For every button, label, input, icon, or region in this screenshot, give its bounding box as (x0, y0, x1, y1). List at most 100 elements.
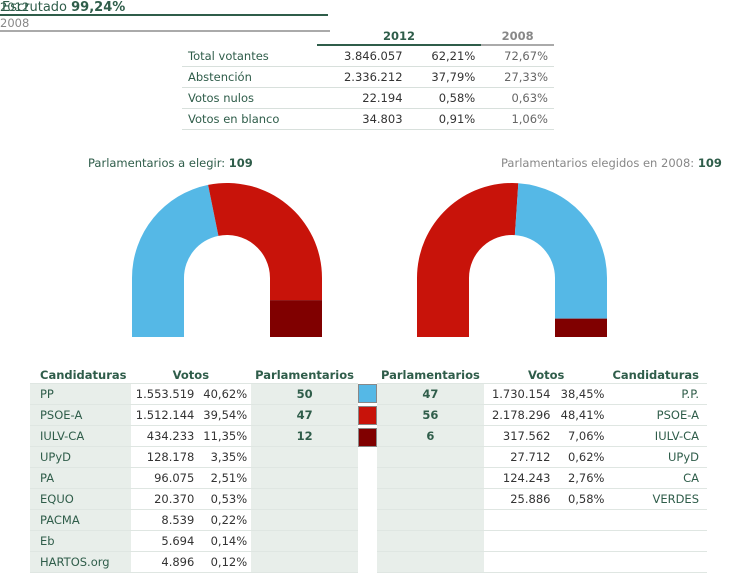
seats-to-elect: Parlamentarios a elegir: 109 (88, 156, 253, 170)
party-color-swatch (358, 384, 377, 403)
vote-percent: 0,12% (198, 551, 252, 573)
summary-year-2008: 2008 (481, 28, 554, 46)
seat-count (377, 446, 484, 468)
candidate-name: UPyD (608, 446, 707, 468)
seat-segment-psoea (417, 183, 519, 278)
vote-percent: 39,54% (198, 404, 252, 426)
table-row: PACMA 8.539 0,22% (30, 509, 358, 531)
table-row: 47 1.730.154 38,45% P.P. (377, 383, 707, 405)
vote-percent: 0,22% (198, 509, 252, 531)
vote-count: 8.539 (130, 509, 199, 531)
candidate-name: UPyD (30, 446, 131, 468)
candidate-name: PSOE-A (30, 404, 131, 426)
candidate-name (608, 509, 707, 531)
seat-count: 56 (377, 404, 484, 426)
vote-count: 1.730.154 (483, 383, 555, 405)
candidate-name: VERDES (608, 488, 707, 510)
seat-count (377, 509, 484, 531)
vote-count: 20.370 (130, 488, 199, 510)
table-row: 6 317.562 7,06% IULV-CA (377, 425, 707, 447)
candidate-name: IULV-CA (30, 425, 131, 447)
seat-segment-pp (514, 183, 607, 278)
hemicycle-2008 (417, 183, 607, 337)
candidate-name: P.P. (608, 383, 707, 405)
vote-count: 434.233 (130, 425, 199, 447)
table-2012-year: 2012 (0, 0, 328, 16)
results-2008-table: Parlamentarios Votos Candidaturas 47 1.73… (377, 366, 707, 573)
vote-percent: 0,53% (198, 488, 252, 510)
candidate-name: Eb (30, 530, 131, 552)
candidate-name (608, 530, 707, 552)
summary-table: 2012 2008 Total votantes 3.846.057 62,21… (182, 28, 554, 130)
vote-percent: 2,51% (198, 467, 252, 489)
summary-row: Total votantes 3.846.057 62,21% 72,67% (182, 45, 554, 67)
vote-percent: 2,76% (554, 467, 609, 489)
seat-count (377, 467, 484, 489)
seat-count: 47 (377, 383, 484, 405)
table-row: EQUO 20.370 0,53% (30, 488, 358, 510)
vote-count (483, 551, 555, 573)
table-2008-year: 2008 (0, 16, 330, 32)
table-row: 27.712 0,62% UPyD (377, 446, 707, 468)
seat-segment-psoea (208, 183, 322, 278)
summary-row: Abstención 2.336.212 37,79% 27,33% (182, 66, 554, 88)
seat-segment-psoea (417, 278, 469, 337)
table-row: HARTOS.org 4.896 0,12% (30, 551, 358, 573)
vote-percent: 0,58% (554, 488, 609, 510)
candidate-name: PA (30, 467, 131, 489)
vote-count (483, 530, 555, 552)
party-color-legend (358, 383, 377, 450)
vote-percent: 7,06% (554, 425, 609, 447)
results-2012-table: Candidaturas Votos Parlamentarios PP 1.55… (30, 366, 358, 573)
escrutado-value: 99,24% (71, 0, 126, 15)
seat-count (251, 530, 358, 552)
seat-segment-pp (555, 278, 607, 319)
candidate-name: IULV-CA (608, 425, 707, 447)
candidate-name: CA (608, 467, 707, 489)
escrutado-label: Escrutado (2, 0, 67, 15)
summary-row: Votos en blanco 34.803 0,91% 1,06% (182, 108, 554, 130)
candidate-name: PSOE-A (608, 404, 707, 426)
candidate-name: HARTOS.org (30, 551, 131, 573)
candidate-name: PP (30, 383, 131, 405)
seat-segment-iulvca (270, 300, 322, 337)
seat-segment-iulvca (555, 318, 607, 337)
seat-count (377, 551, 484, 573)
seat-count (377, 488, 484, 510)
seat-count (251, 509, 358, 531)
table-row: UPyD 128.178 3,35% (30, 446, 358, 468)
seat-count (251, 446, 358, 468)
seat-count: 50 (251, 383, 358, 405)
escrutado-status: Escrutado 99,24% (2, 0, 125, 15)
seat-count (251, 467, 358, 489)
vote-count: 25.886 (483, 488, 555, 510)
table-row: IULV-CA 434.233 11,35% 12 (30, 425, 358, 447)
vote-percent: 0,14% (198, 530, 252, 552)
vote-count: 124.243 (483, 467, 555, 489)
vote-count: 96.075 (130, 467, 199, 489)
seat-count: 12 (251, 425, 358, 447)
table-row: 25.886 0,58% VERDES (377, 488, 707, 510)
vote-percent: 3,35% (198, 446, 252, 468)
party-color-swatch (358, 406, 377, 425)
vote-percent: 11,35% (198, 425, 252, 447)
seat-count (377, 530, 484, 552)
vote-count (483, 509, 555, 531)
vote-count: 2.178.296 (483, 404, 555, 426)
vote-count: 27.712 (483, 446, 555, 468)
table-row: PP 1.553.519 40,62% 50 (30, 383, 358, 405)
summary-row: Votos nulos 22.194 0,58% 0,63% (182, 87, 554, 109)
table-row: PSOE-A 1.512.144 39,54% 47 (30, 404, 358, 426)
summary-year-2012: 2012 (316, 28, 482, 46)
table-row: 124.243 2,76% CA (377, 467, 707, 489)
candidate-name: PACMA (30, 509, 131, 531)
seat-count: 47 (251, 404, 358, 426)
table-row (377, 530, 707, 552)
vote-percent (554, 530, 609, 552)
vote-percent: 40,62% (198, 383, 252, 405)
vote-count: 4.896 (130, 551, 199, 573)
seat-count: 6 (377, 425, 484, 447)
table-row: Eb 5.694 0,14% (30, 530, 358, 552)
table-row: PA 96.075 2,51% (30, 467, 358, 489)
vote-percent: 0,62% (554, 446, 609, 468)
